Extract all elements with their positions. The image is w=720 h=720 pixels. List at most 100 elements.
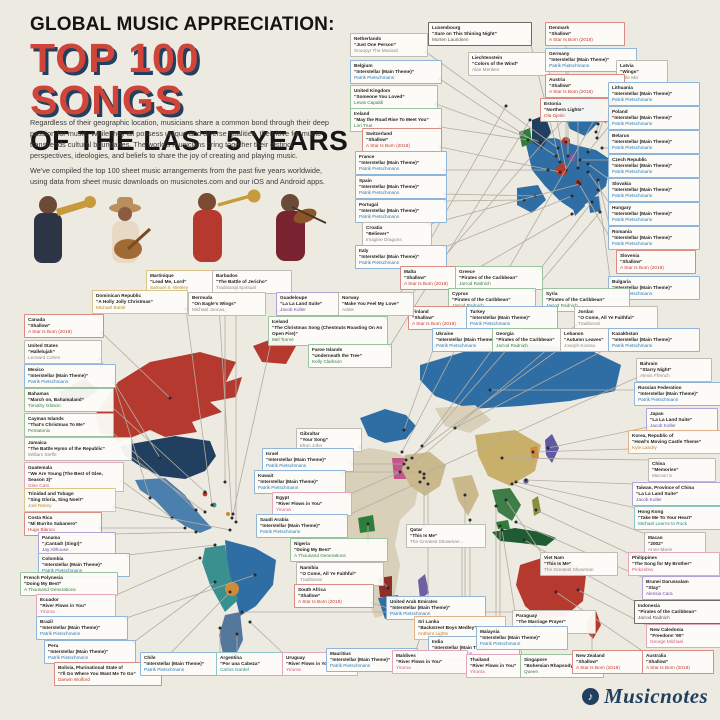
- country-name: Israel: [266, 451, 279, 456]
- map-europe-small: [360, 409, 416, 443]
- artist-name: Jacob Koller: [650, 422, 676, 428]
- artist-name: Yiruma: [286, 666, 301, 672]
- country-callout: Barbados “The Battle of Jericho” Traditi…: [212, 270, 292, 294]
- country-callout: Luxembourg “Sure on This Shining Night” …: [428, 22, 532, 46]
- artist-name: Ola Gjeilo: [544, 112, 565, 118]
- song-title: “Interstellar (Main Theme)”: [359, 159, 420, 165]
- country-name: Singapore: [524, 657, 547, 662]
- artist-name: Michael Bublé: [96, 304, 126, 310]
- trombonist-photo: [193, 189, 261, 262]
- artist-name: Adele: [342, 306, 354, 312]
- map-russia: [420, 344, 621, 409]
- artist-name: Patrik Pietschmann: [42, 567, 83, 573]
- artist-name: Traditional Spiritual: [216, 284, 256, 290]
- country-callout: Spain “Interstellar (Main Theme)” Patrik…: [355, 175, 447, 199]
- country-name: Viet Nam: [544, 555, 564, 560]
- country-callout: Netherlands “Just One Person” Snoopy! Th…: [350, 33, 428, 57]
- song-title: “Interstellar (Main Theme)”: [359, 253, 420, 259]
- country-callout: Germany “Interstellar (Main Theme)” Patr…: [545, 48, 637, 72]
- country-name: United Kingdom: [354, 88, 391, 93]
- map-bolivia: [225, 582, 239, 596]
- header: GLOBAL MUSIC APPRECIATION: TOP 100 SONGS…: [30, 14, 350, 157]
- song-title: “Interstellar (Main Theme)”: [638, 390, 699, 396]
- song-title: “Mi Burrito Sabanero”: [28, 520, 78, 526]
- country-name: Hong Kong: [638, 509, 664, 514]
- artist-name: Kelly Clarkson: [312, 358, 342, 364]
- artist-name: Patrik Pietschmann: [144, 666, 185, 672]
- map-korea: [530, 446, 539, 459]
- country-name: Ecuador: [40, 597, 59, 602]
- country-callout: Bulgaria “Interstellar (Main Theme)” Pat…: [608, 276, 700, 300]
- country-callout: Russian Federation “Interstellar (Main T…: [634, 382, 720, 406]
- country-callout: Hong Kong “Take Me To Your Heart” Michae…: [634, 506, 720, 530]
- country-name: Bahamas: [28, 391, 49, 396]
- song-title: “River Flows in You”: [276, 500, 323, 506]
- country-name: Maldives: [396, 653, 416, 658]
- song-title: “Interstellar (Main Theme)”: [470, 314, 531, 320]
- artist-name: Patrik Pietschmann: [48, 654, 89, 660]
- song-title: “O Come, All Ye Faithful”: [578, 314, 634, 320]
- country-callout: France “Interstellar (Main Theme)” Patri…: [355, 151, 447, 175]
- country-name: Chile: [144, 655, 156, 660]
- country-callout: Mexico “Interstellar (Main Theme)” Patri…: [24, 364, 116, 388]
- country-callout: Croatia “Believer” Imagine Dragons: [362, 222, 432, 246]
- artist-name: George Michael: [650, 638, 684, 644]
- country-name: Egypt: [276, 495, 290, 500]
- country-name: New Caledonia: [650, 627, 684, 632]
- country-name: Greece: [459, 269, 475, 274]
- country-callout: Latvia “Wings” Little Mix: [616, 60, 668, 84]
- country-callout: Canada “Shallow” A Star Is Born (2018): [24, 314, 104, 338]
- country-callout: Trinidad and Tobago “Sing Gloria, Sing N…: [24, 488, 116, 512]
- country-callout: Czech Republic “Interstellar (Main Theme…: [608, 154, 700, 178]
- country-name: Finland: [412, 309, 429, 314]
- artist-name: Patrik Pietschmann: [612, 192, 653, 198]
- country-name: Cayman Islands: [28, 416, 64, 421]
- artist-name: Patrik Pietschmann: [359, 259, 400, 265]
- country-name: Switzerland: [366, 131, 393, 136]
- artist-name: Yiruma: [470, 668, 485, 674]
- artist-name: Morten Lauridsen: [432, 36, 469, 42]
- song-title: “Sure on This Shining Night”: [432, 30, 497, 36]
- artist-name: Anne-Marie: [648, 546, 673, 552]
- song-title: “Shallow”: [549, 30, 572, 36]
- song-title: “Shallow”: [298, 592, 321, 598]
- country-name: United Arab Emirates: [390, 599, 438, 604]
- artist-name: Yiruma: [40, 608, 55, 614]
- song-title: “Autumn Leaves”: [564, 336, 604, 342]
- map-usa: [120, 436, 216, 479]
- musicnotes-logo: ♪ Musicnotes: [582, 684, 708, 709]
- song-title: “Shallow”: [620, 258, 643, 264]
- country-name: Peru: [48, 643, 59, 648]
- country-callout: Indonesia “Pirates of the Caribbean” Jar…: [634, 600, 720, 624]
- country-name: Lebanon: [564, 331, 584, 336]
- country-name: Indonesia: [638, 603, 660, 608]
- song-title: “Memories”: [652, 466, 679, 472]
- country-name: Bulgaria: [612, 279, 631, 284]
- artist-name: Jarrod Radnich: [496, 342, 528, 348]
- artist-name: Patrik Pietschmann: [612, 240, 653, 246]
- artist-name: Maroon 5: [652, 472, 672, 478]
- artist-name: Patrik Pietschmann: [612, 120, 653, 126]
- country-callout: Ecuador “River Flows in You” Yiruma: [36, 594, 116, 618]
- country-callout: Greece “Pirates of the Caribbean” Jarrod…: [455, 266, 543, 290]
- song-title: “Interstellar (Main Theme)”: [266, 456, 327, 462]
- artist-name: Yiruma: [396, 664, 411, 670]
- artist-name: Anthem Lights: [418, 630, 448, 636]
- song-title: “Northern Lights”: [544, 106, 584, 112]
- artist-name: Patrik Pietschmann: [612, 144, 653, 150]
- song-title: “March on, Bahamaland”: [28, 396, 85, 402]
- song-title: “Pirates of the Caribbean”: [496, 336, 555, 342]
- country-name: Czech Republic: [612, 157, 647, 162]
- country-name: Croatia: [366, 225, 383, 230]
- country-callout: Chile “Interstellar (Main Theme)” Patrik…: [140, 652, 232, 676]
- country-name: Korea, Republic of: [632, 433, 674, 438]
- artist-name: Yiruma: [276, 506, 291, 512]
- song-title: “Interstellar (Main Theme)”: [612, 284, 673, 290]
- artist-name: A Star Is Born (2018): [298, 598, 342, 604]
- country-name: Russian Federation: [638, 385, 682, 390]
- country-callout: Jamaica “The Battle Hymn of the Republic…: [24, 437, 132, 461]
- country-callout: Austria “Shallow” A Star Is Born (2018): [545, 74, 625, 98]
- song-title: “Interstellar (Main Theme)”: [40, 624, 101, 630]
- song-title: “The Battle of Jericho”: [216, 278, 268, 284]
- artist-name: Snoopy! The Musical: [354, 47, 398, 53]
